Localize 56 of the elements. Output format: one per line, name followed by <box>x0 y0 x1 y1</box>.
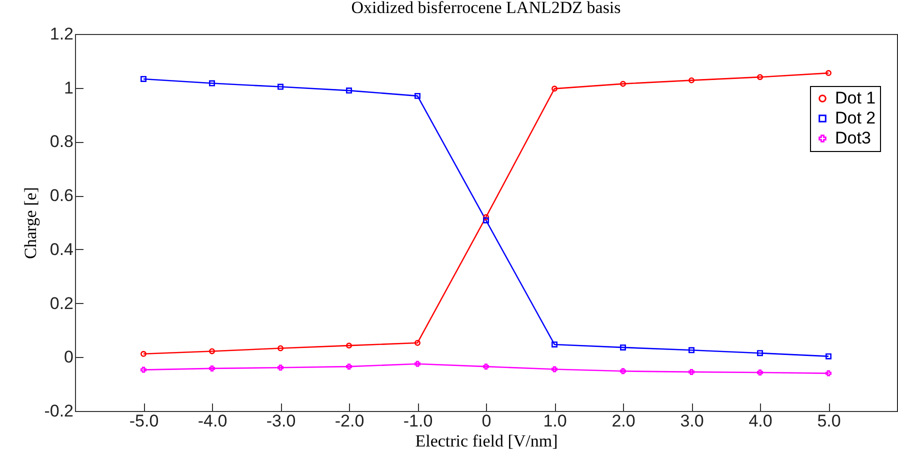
point <box>278 345 284 352</box>
point <box>826 370 832 376</box>
point <box>552 86 558 92</box>
x-tick-label: 1.0 <box>543 412 567 430</box>
point <box>688 347 694 354</box>
legend-label: Dot 1 <box>835 88 876 108</box>
y-axis-title: Charge [e] <box>21 187 40 259</box>
x-tick-label: -1.0 <box>403 412 433 430</box>
point <box>346 342 352 349</box>
x-tick-label: -3.0 <box>266 412 296 430</box>
point <box>483 214 489 220</box>
point <box>552 366 558 372</box>
legend-label: Dot 2 <box>835 108 876 128</box>
point <box>140 366 146 373</box>
point <box>414 340 420 346</box>
x-axis-title: Electric field [V/nm] <box>415 432 558 450</box>
point <box>826 353 832 360</box>
point <box>209 348 215 354</box>
x-tick-label: 3.0 <box>680 412 704 430</box>
point <box>757 369 763 376</box>
y-tick-label: 1.2 <box>50 24 74 44</box>
x-tick-label: -5.0 <box>129 412 159 430</box>
x-tick-label: 0 <box>482 412 492 430</box>
point <box>209 80 215 86</box>
y-tick-label: 0.2 <box>50 294 74 313</box>
y-tick-label: 1 <box>64 78 74 98</box>
y-tick-label: 0 <box>64 348 74 367</box>
point <box>209 365 215 372</box>
chart-title: Oxidized bisferrocene LANL2DZ basis <box>351 0 621 17</box>
point <box>552 341 558 348</box>
y-tick-label: 0.4 <box>50 240 74 259</box>
x-tick-label: 4.0 <box>748 412 772 430</box>
point <box>414 360 420 367</box>
legend-label: Dot3 <box>835 128 871 148</box>
point <box>757 74 763 80</box>
point <box>620 344 626 350</box>
x-tick-label: 5.0 <box>817 412 841 430</box>
point <box>757 350 763 356</box>
point <box>278 364 284 371</box>
point <box>346 88 352 94</box>
point <box>140 76 146 82</box>
point <box>483 364 489 370</box>
point <box>620 368 626 374</box>
y-tick-label: 0.8 <box>50 132 74 152</box>
y-tick-label: -0.2 <box>44 402 74 420</box>
y-tick-label: 0.6 <box>50 186 74 206</box>
point <box>483 217 489 224</box>
point <box>688 77 694 84</box>
x-tick-label: -2.0 <box>334 412 364 430</box>
point <box>278 84 284 90</box>
point <box>688 368 694 375</box>
point <box>620 80 626 87</box>
x-tick-label: 2.0 <box>612 412 636 430</box>
point <box>346 364 352 370</box>
x-tick-label: -4.0 <box>198 412 228 430</box>
point <box>414 92 420 99</box>
